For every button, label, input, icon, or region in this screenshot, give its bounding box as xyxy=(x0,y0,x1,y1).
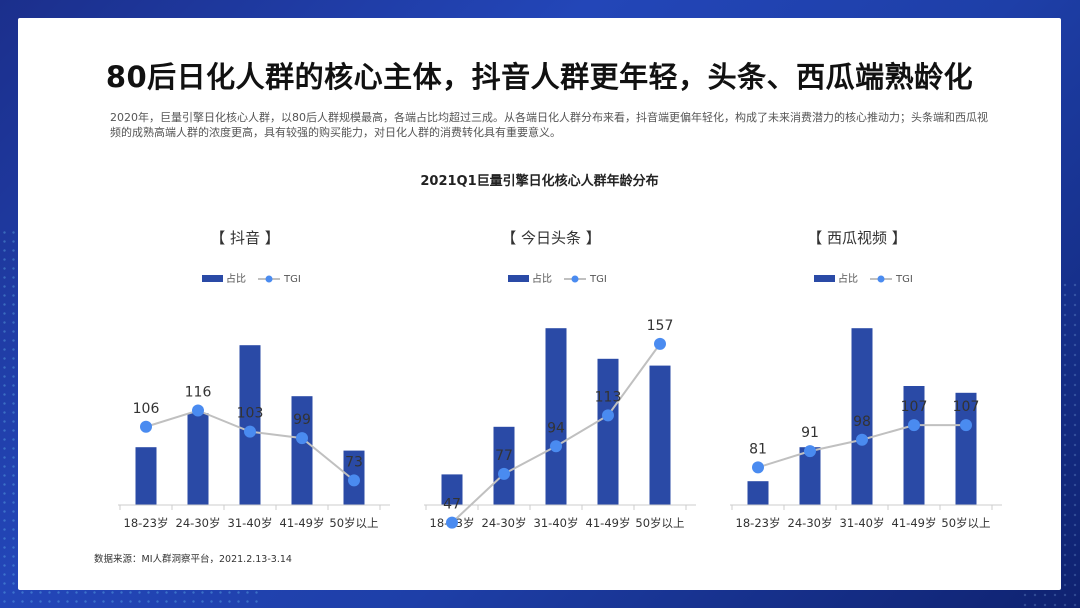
tgi-data-label: 116 xyxy=(185,385,212,401)
tgi-point xyxy=(960,419,972,432)
panel-title: 【 抖音 】 xyxy=(210,229,280,247)
tgi-point xyxy=(296,432,308,445)
bar xyxy=(441,474,463,505)
tgi-data-label: 107 xyxy=(901,399,928,415)
legend: 占比 TGI xyxy=(508,272,607,285)
page-title: 80后日化人群的核心主体，抖音人群更年轻，头条、西瓜端熟龄化 xyxy=(105,60,974,94)
x-tick-label: 50岁以上 xyxy=(329,516,378,530)
panel-title: 【 西瓜视频 】 xyxy=(807,229,907,247)
tgi-point xyxy=(348,474,360,487)
tgi-data-label: 47 xyxy=(443,497,461,513)
legend-label-bar: 占比 xyxy=(838,272,858,285)
legend-label-line: TGI xyxy=(895,274,913,285)
x-tick-label: 24-30岁 xyxy=(482,516,527,530)
legend-label-bar: 占比 xyxy=(226,272,246,285)
x-tick-label: 24-30岁 xyxy=(788,516,833,530)
bar xyxy=(597,358,619,505)
x-tick-label: 31-40岁 xyxy=(228,516,273,530)
bar xyxy=(747,481,769,505)
x-tick-label: 18-23岁 xyxy=(124,516,169,530)
tgi-data-label: 113 xyxy=(595,389,622,405)
tgi-point xyxy=(550,440,562,453)
bar xyxy=(291,396,313,505)
x-tick-label: 41-49岁 xyxy=(892,516,937,530)
legend-label-line: TGI xyxy=(589,274,607,285)
tgi-point xyxy=(602,409,614,422)
x-tick-label: 31-40岁 xyxy=(534,516,579,530)
tgi-data-label: 77 xyxy=(495,448,513,464)
tgi-point xyxy=(140,420,152,433)
tgi-point xyxy=(244,425,256,438)
bar xyxy=(239,345,261,505)
panel-title: 【 今日头条 】 xyxy=(501,229,601,247)
tgi-data-label: 103 xyxy=(237,406,264,422)
tgi-point xyxy=(752,461,764,474)
bar xyxy=(187,413,209,505)
bar xyxy=(851,328,873,505)
bar xyxy=(903,386,925,505)
x-tick-label: 50岁以上 xyxy=(941,516,990,530)
x-tick-label: 24-30岁 xyxy=(176,516,221,530)
tgi-point xyxy=(192,404,204,417)
legend-point-swatch xyxy=(265,275,273,283)
tgi-point xyxy=(498,467,510,480)
tgi-data-label: 98 xyxy=(853,414,871,430)
tgi-point xyxy=(856,433,868,446)
chart-panel-xigua: 【 西瓜视频 】占比 TGI 18-23岁 24-30岁 31-40岁 41-49岁 50岁… xyxy=(730,229,1002,530)
legend-point-swatch xyxy=(877,275,885,283)
bar xyxy=(955,392,977,505)
legend-label-line: TGI xyxy=(283,274,301,285)
tgi-data-label: 157 xyxy=(647,318,674,334)
legend-bar-swatch xyxy=(202,275,223,282)
bar xyxy=(545,328,567,505)
description-text: 2020年，巨量引擎日化核心人群，以80后人群规模最高，各端占比均超过三成。从各… xyxy=(110,111,988,139)
bar xyxy=(493,426,515,505)
legend: 占比 TGI xyxy=(814,272,913,285)
tgi-point xyxy=(654,337,666,350)
legend: 占比 TGI xyxy=(202,272,301,285)
tgi-data-label: 73 xyxy=(345,454,363,470)
bar xyxy=(649,365,671,505)
x-tick-label: 18-23岁 xyxy=(736,516,781,530)
chart-panel-toutiao: 【 今日头条 】占比TGI18-23岁24-30岁31-40岁41-49岁50岁… xyxy=(424,229,696,530)
chart-panel-douyin: 【 抖音 】占比 TGI 18-23岁 24-30岁 31-40岁 41-49岁 50岁以上… xyxy=(118,229,390,530)
tgi-data-label: 91 xyxy=(801,425,819,441)
tgi-point xyxy=(804,445,816,458)
x-tick-label: 41-49岁 xyxy=(586,516,631,530)
x-tick-label: 41-49岁 xyxy=(280,516,325,530)
tgi-data-label: 94 xyxy=(547,420,565,436)
legend-bar-swatch xyxy=(814,275,835,282)
tgi-data-label: 81 xyxy=(749,441,767,457)
chart-main-title: 2021Q1巨量引擎日化核心人群年龄分布 xyxy=(420,174,659,189)
x-tick-label: 50岁以上 xyxy=(635,516,684,530)
tgi-data-label: 99 xyxy=(293,412,311,428)
data-source-note: 数据来源：MI人群洞察平台，2021.2.13-3.14 xyxy=(94,554,292,565)
tgi-data-label: 107 xyxy=(953,399,980,415)
x-tick-label: 31-40岁 xyxy=(840,516,885,530)
bar xyxy=(799,447,821,505)
content-card: 80后日化人群的核心主体，抖音人群更年轻，头条、西瓜端熟龄化 2020年，巨量引… xyxy=(18,18,1061,590)
tgi-point xyxy=(908,419,920,432)
bar xyxy=(135,447,157,505)
legend-point-swatch xyxy=(571,275,579,283)
tgi-point xyxy=(446,516,458,529)
tgi-data-label: 106 xyxy=(133,401,160,417)
legend-bar-swatch xyxy=(508,275,529,282)
legend-label-bar: 占比 xyxy=(532,272,552,285)
